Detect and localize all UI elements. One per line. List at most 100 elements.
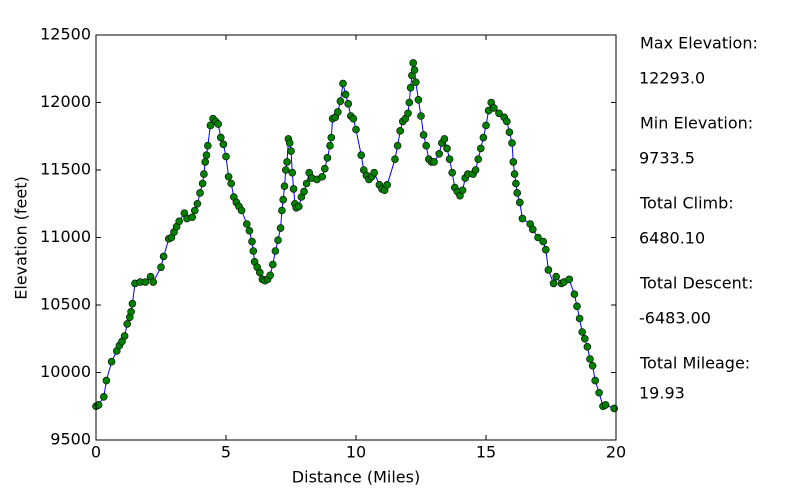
point: [370, 168, 379, 177]
point: [344, 100, 353, 108]
point: [294, 202, 303, 211]
point: [200, 170, 208, 178]
point: [544, 266, 553, 274]
point: [255, 268, 264, 277]
x-tick-label: 15: [476, 443, 496, 462]
point: [100, 392, 108, 401]
point: [549, 279, 558, 288]
point: [149, 278, 157, 286]
point: [123, 320, 131, 328]
point: [249, 247, 258, 255]
point: [505, 128, 514, 136]
point: [591, 376, 600, 385]
point: [417, 112, 425, 120]
point: [411, 78, 420, 87]
point: [391, 155, 399, 163]
point: [414, 96, 423, 104]
y-tick-label: 12500: [40, 25, 91, 44]
point: [202, 151, 211, 159]
stat-value: 9733.5: [639, 149, 695, 168]
point: [440, 135, 449, 143]
point: [188, 213, 196, 222]
x-tick-label: 0: [91, 443, 101, 462]
point: [534, 233, 542, 242]
point: [510, 170, 519, 178]
stat-value: 6480.10: [639, 229, 705, 248]
stat-label: Total Descent:: [639, 274, 753, 293]
point: [281, 166, 290, 174]
point: [573, 302, 581, 311]
point: [198, 179, 207, 188]
point: [541, 245, 550, 254]
point: [214, 120, 222, 128]
point: [595, 388, 603, 397]
point: [193, 199, 202, 208]
point: [283, 158, 291, 166]
y-axis-label: Elevation (feet): [12, 176, 31, 299]
point: [127, 307, 135, 316]
point: [410, 66, 419, 74]
point: [271, 247, 280, 255]
point: [393, 141, 402, 150]
point: [539, 237, 548, 246]
point: [601, 401, 610, 409]
point: [489, 104, 498, 112]
point: [278, 206, 286, 215]
point: [276, 224, 285, 232]
point: [274, 236, 282, 244]
point: [107, 357, 116, 366]
point: [323, 154, 332, 162]
point: [349, 114, 358, 123]
point: [476, 144, 485, 153]
point: [128, 299, 137, 308]
point: [352, 125, 360, 134]
point: [288, 168, 297, 177]
point: [471, 166, 480, 174]
y-tick-label: 9500: [50, 430, 91, 449]
point: [409, 59, 418, 67]
point: [610, 404, 618, 413]
point: [588, 361, 597, 370]
point: [552, 272, 561, 281]
point: [479, 133, 488, 142]
stat-label: Total Climb:: [639, 194, 734, 213]
point: [430, 158, 438, 166]
point: [300, 187, 308, 196]
point: [422, 141, 431, 150]
point: [279, 195, 288, 204]
point: [302, 179, 311, 188]
plot-frame: [95, 34, 617, 441]
point: [509, 158, 518, 166]
point: [383, 181, 392, 189]
point: [495, 109, 503, 118]
point: [289, 185, 298, 193]
point: [435, 150, 444, 158]
point: [512, 179, 520, 188]
point: [326, 141, 334, 150]
stat-value: -6483.00: [639, 309, 711, 328]
point: [336, 97, 345, 105]
point: [513, 189, 522, 197]
point: [482, 121, 490, 130]
stat-label: Total Mileage:: [639, 354, 750, 373]
point: [245, 226, 254, 235]
point: [287, 147, 295, 155]
point: [445, 155, 454, 163]
point: [586, 355, 594, 363]
point: [528, 225, 537, 234]
point: [120, 332, 129, 340]
point: [583, 343, 592, 351]
point: [443, 144, 451, 153]
point: [515, 198, 524, 207]
point: [318, 172, 327, 181]
y-tick-label: 10500: [40, 295, 91, 314]
x-tick-label: 10: [346, 443, 366, 462]
point: [248, 237, 256, 246]
point: [204, 141, 212, 150]
point: [333, 108, 342, 116]
point: [227, 179, 235, 188]
x-tick-label: 20: [606, 443, 626, 462]
point: [502, 117, 511, 126]
point: [102, 376, 111, 385]
